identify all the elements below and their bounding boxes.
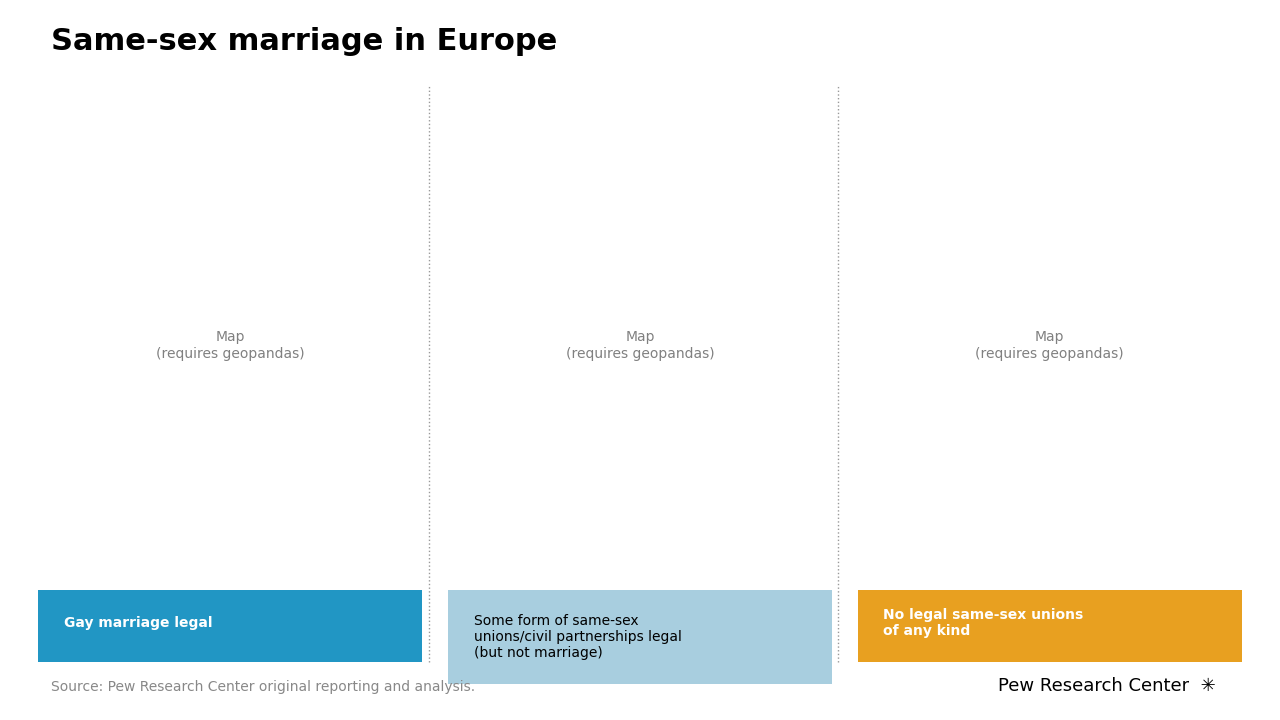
Text: Map
(requires geopandas): Map (requires geopandas) bbox=[566, 330, 714, 361]
Text: Gay marriage legal: Gay marriage legal bbox=[64, 616, 212, 630]
Text: Map
(requires geopandas): Map (requires geopandas) bbox=[156, 330, 305, 361]
Text: Some form of same-sex
unions/civil partnerships legal
(but not marriage): Some form of same-sex unions/civil partn… bbox=[474, 614, 681, 660]
Text: Same-sex marriage in Europe: Same-sex marriage in Europe bbox=[51, 27, 558, 56]
Text: No legal same-sex unions
of any kind: No legal same-sex unions of any kind bbox=[883, 608, 1083, 638]
Text: Source: Pew Research Center original reporting and analysis.: Source: Pew Research Center original rep… bbox=[51, 680, 475, 694]
Text: Pew Research Center  ✳: Pew Research Center ✳ bbox=[998, 678, 1216, 696]
Text: Map
(requires geopandas): Map (requires geopandas) bbox=[975, 330, 1124, 361]
